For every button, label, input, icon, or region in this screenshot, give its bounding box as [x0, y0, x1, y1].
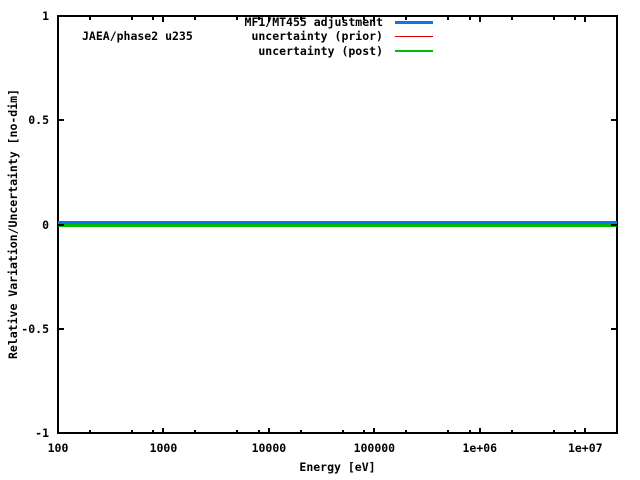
legend-entry-post: uncertainty (post) — [258, 44, 433, 58]
x-minor-tick — [194, 430, 197, 434]
x-major-tick-top — [267, 16, 270, 22]
y-major-tick-right — [611, 119, 617, 122]
y-tick-label: -0.5 — [21, 321, 49, 336]
x-minor-tick — [88, 430, 91, 434]
x-minor-tick — [363, 430, 366, 434]
x-minor-tick-top — [574, 16, 577, 20]
x-major-tick-top — [57, 16, 59, 22]
y-major-tick-right — [611, 223, 617, 226]
plot-annotation: JAEA/phase2 u235 — [82, 29, 193, 43]
x-minor-tick-top — [405, 16, 408, 20]
x-minor-tick — [552, 430, 555, 434]
x-minor-tick-top — [341, 16, 344, 20]
y-major-tick — [58, 15, 64, 17]
x-minor-tick-top — [257, 16, 260, 20]
legend-line-sample-green — [395, 50, 433, 52]
x-major-tick-top — [373, 16, 376, 22]
x-minor-tick-top — [363, 16, 366, 20]
series-line-0 — [58, 221, 617, 224]
x-tick-label: 1000 — [149, 441, 178, 455]
x-minor-tick-top — [299, 16, 302, 20]
x-minor-tick — [130, 430, 133, 434]
y-tick-label: -1 — [35, 426, 49, 440]
legend-line-sample-blue — [395, 20, 433, 24]
x-tick-label: 100 — [47, 441, 69, 455]
x-major-tick — [478, 428, 481, 434]
y-major-tick — [58, 223, 64, 226]
x-minor-tick — [257, 430, 260, 434]
y-tick-label: 0 — [42, 217, 49, 232]
x-major-tick-top — [162, 16, 165, 22]
x-minor-tick — [468, 430, 471, 434]
x-major-tick-top — [478, 16, 481, 22]
x-minor-tick — [299, 430, 302, 434]
x-minor-tick — [510, 430, 513, 434]
x-tick-label: 10000 — [251, 441, 287, 455]
y-tick-label: 0.5 — [28, 113, 49, 128]
x-major-tick — [57, 428, 59, 434]
x-minor-tick-top — [447, 16, 450, 20]
x-axis-title: Energy [eV] — [299, 460, 376, 474]
x-major-tick — [584, 428, 587, 434]
x-minor-tick-top — [552, 16, 555, 20]
x-minor-tick — [405, 430, 408, 434]
legend-line-sample-red — [395, 35, 433, 38]
x-minor-tick-top — [510, 16, 513, 20]
legend-entry-prior: uncertainty (prior) — [251, 30, 433, 44]
x-minor-tick-top — [152, 16, 155, 20]
legend-label: MF1/MT455 adjustment — [244, 14, 383, 29]
x-minor-tick — [341, 430, 344, 434]
x-major-tick — [267, 428, 270, 434]
x-minor-tick — [574, 430, 577, 434]
y-major-tick-right — [611, 15, 617, 17]
legend-label: uncertainty (post) — [258, 43, 383, 58]
x-minor-tick — [236, 430, 239, 434]
x-minor-tick-top — [194, 16, 197, 20]
y-major-tick — [58, 119, 64, 122]
y-tick-label: 1 — [42, 9, 49, 23]
x-minor-tick-top — [236, 16, 239, 20]
x-tick-label: 1e+07 — [567, 441, 603, 455]
x-major-tick — [373, 428, 376, 434]
y-major-tick — [58, 327, 64, 330]
y-major-tick — [58, 432, 64, 434]
y-major-tick-right — [611, 327, 617, 330]
x-major-tick — [162, 428, 165, 434]
x-minor-tick-top — [88, 16, 91, 20]
x-minor-tick-top — [468, 16, 471, 20]
x-major-tick-top — [584, 16, 587, 22]
series-line-2 — [58, 224, 617, 227]
x-tick-label: 1e+06 — [462, 441, 498, 455]
legend-entry-adjustment: MF1/MT455 adjustment — [245, 15, 433, 29]
x-tick-label: 100000 — [353, 441, 396, 455]
legend-label: uncertainty (prior) — [251, 29, 383, 43]
x-minor-tick — [152, 430, 155, 434]
x-minor-tick — [447, 430, 450, 434]
x-minor-tick-top — [130, 16, 133, 20]
y-major-tick-right — [611, 432, 617, 434]
